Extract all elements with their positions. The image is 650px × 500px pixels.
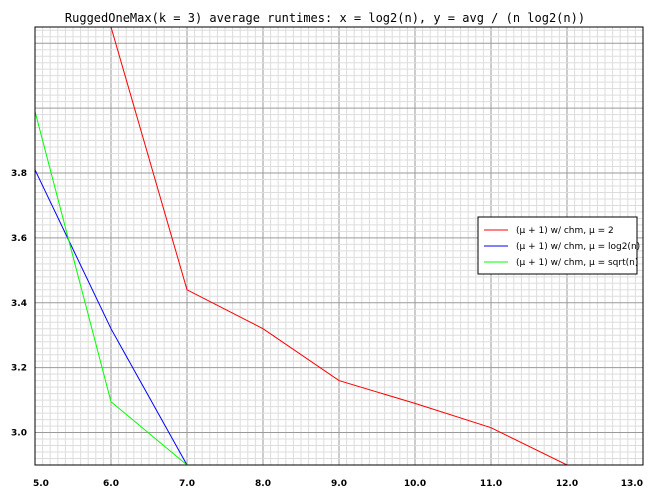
x-tick-label: 6.0 <box>103 479 119 489</box>
plot-frame <box>34 26 644 466</box>
x-tick-label: 9.0 <box>331 479 347 489</box>
y-tick-label: 3.4 <box>11 299 27 309</box>
x-tick-label: 11.0 <box>480 479 502 489</box>
legend-entry: (μ + 1) w/ chm, μ = sqrt(n) <box>516 258 638 268</box>
x-tick-label: 12.0 <box>556 479 578 489</box>
tick-labels: 5.0 6.0 7.0 8.0 9.0 10.0 11.0 12.0 13.0 3.0 3.2 3.4… <box>11 169 643 489</box>
legend: (μ + 1) w/ chm, μ = 2 (μ + 1) w/ chm, μ =… <box>477 216 640 275</box>
chart-title: RuggedOneMax(k = 3) average runtimes: x … <box>65 11 585 25</box>
x-tick-label: 8.0 <box>255 479 271 489</box>
legend-entry: (μ + 1) w/ chm, μ = 2 <box>516 226 614 236</box>
x-tick-label: 10.0 <box>404 479 426 489</box>
x-tick-label: 13.0 <box>621 479 643 489</box>
y-tick-label: 3.0 <box>11 429 27 439</box>
y-tick-label: 3.8 <box>11 169 27 179</box>
series-line <box>35 26 643 466</box>
y-tick-label: 3.6 <box>11 234 27 244</box>
x-tick-label: 5.0 <box>33 479 49 489</box>
legend-entry: (μ + 1) w/ chm, μ = log2(n) <box>516 242 640 252</box>
x-tick-label: 7.0 <box>179 479 195 489</box>
y-tick-label: 3.2 <box>11 364 27 374</box>
